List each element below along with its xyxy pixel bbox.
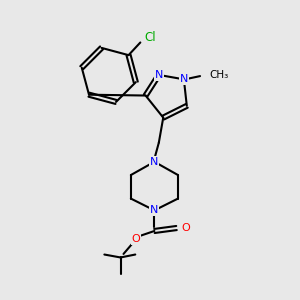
Text: N: N (180, 74, 188, 84)
Text: N: N (154, 70, 163, 80)
Text: N: N (150, 206, 159, 215)
Text: N: N (150, 157, 159, 167)
Text: O: O (181, 223, 190, 233)
Text: O: O (132, 234, 140, 244)
Text: Cl: Cl (145, 31, 156, 44)
Text: CH₃: CH₃ (209, 70, 228, 80)
